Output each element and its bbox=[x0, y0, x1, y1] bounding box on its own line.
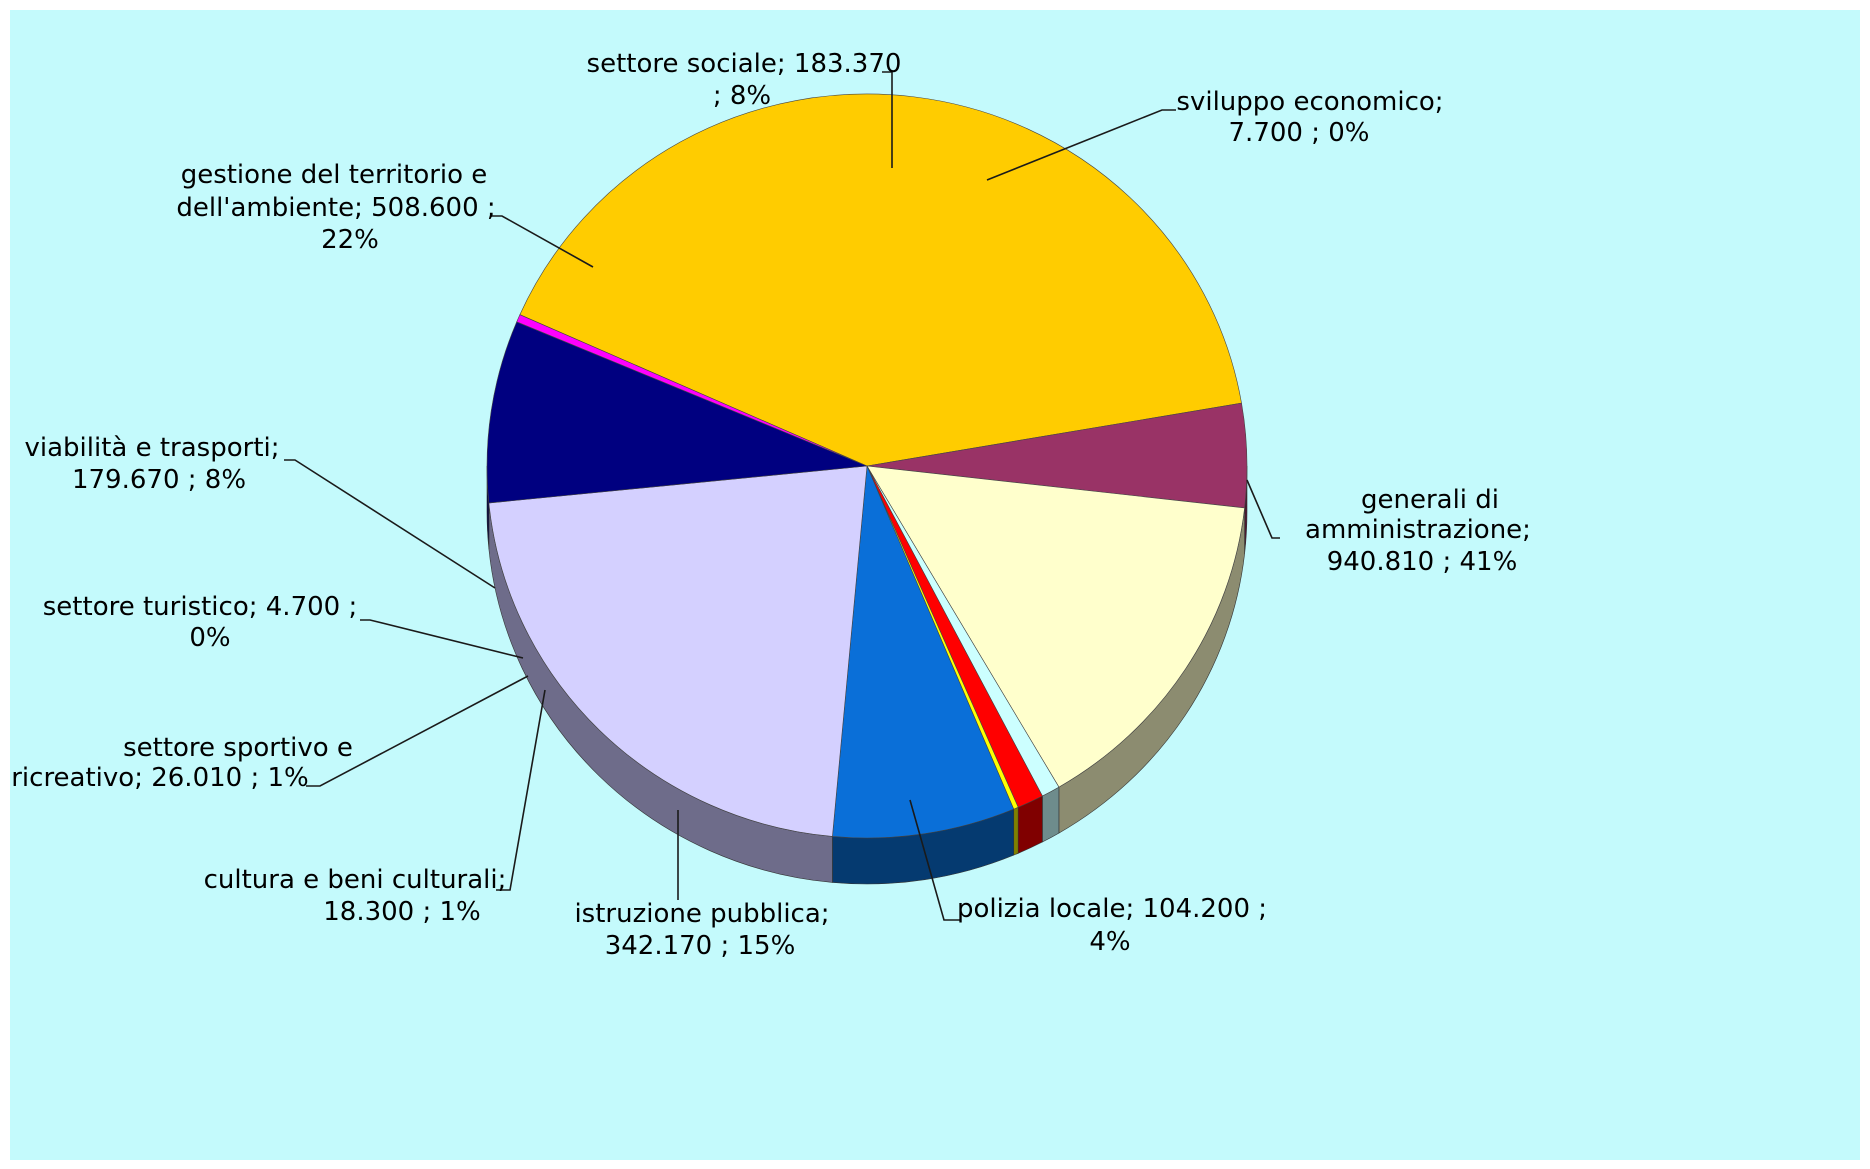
data-label-4-line-1: ricreativo; 26.010 ; 1% bbox=[11, 763, 309, 793]
data-label-5-line-1: 0% bbox=[189, 623, 230, 653]
data-label-3-line-1: 18.300 ; 1% bbox=[323, 897, 481, 927]
leader-line-6 bbox=[284, 459, 496, 589]
pie-slice-8 bbox=[486, 321, 868, 504]
data-label-9-line-1: 7.700 ; 0% bbox=[1229, 118, 1370, 148]
data-label-7-line-1: dell'ambiente; 508.600 ; bbox=[176, 193, 495, 223]
pie-slice-2 bbox=[866, 465, 1245, 788]
data-label-0-line-0: generali di bbox=[1361, 485, 1499, 515]
data-label-7-line-0: gestione del territorio e bbox=[181, 160, 488, 190]
pie-slice-side-3 bbox=[1042, 786, 1060, 843]
leader-line-5 bbox=[360, 619, 524, 659]
pie-slice-7 bbox=[488, 465, 868, 837]
data-label-0-line-1: amministrazione; bbox=[1305, 515, 1531, 545]
leader-line-7 bbox=[490, 215, 594, 268]
pie-slice-side-5 bbox=[1013, 806, 1019, 856]
data-label-4-line-0: settore sportivo e bbox=[123, 733, 353, 763]
data-label-3-line-0: cultura e beni culturali; bbox=[204, 865, 507, 895]
chart-area: generali di amministrazione; 940.810 ; 41%… bbox=[10, 10, 1860, 1160]
leader-line-1 bbox=[909, 799, 960, 921]
pie-slice-9 bbox=[516, 314, 868, 467]
data-label-8-line-1: ; 8% bbox=[713, 81, 771, 111]
data-label-1-line-0: polizia locale; 104.200 ; bbox=[957, 894, 1267, 924]
data-label-9-line-0: sviluppo economico; bbox=[1176, 87, 1443, 117]
leader-line-4 bbox=[306, 675, 529, 787]
data-label-8-line-0: settore sociale; 183.370 bbox=[587, 49, 902, 79]
data-label-7-line-2: 22% bbox=[321, 225, 379, 255]
data-label-0-line-2: 940.810 ; 41% bbox=[1327, 547, 1518, 577]
data-label-6-line-1: 179.670 ; 8% bbox=[72, 465, 246, 495]
pie-slice-6 bbox=[832, 465, 1015, 839]
leader-line-3 bbox=[496, 689, 546, 891]
leader-line-9 bbox=[986, 109, 1176, 181]
pie-slice-0 bbox=[519, 93, 1242, 467]
leader-line-0 bbox=[1246, 479, 1280, 539]
data-label-1-line-1: 4% bbox=[1089, 927, 1130, 957]
leader-line-8 bbox=[882, 71, 893, 168]
data-label-6-line-0: viabilità e trasporti; bbox=[24, 433, 279, 463]
data-label-2-line-1: 342.170 ; 15% bbox=[605, 931, 796, 961]
data-label-5-line-0: settore turistico; 4.700 ; bbox=[43, 592, 357, 622]
data-label-2-line-0: istruzione pubblica; bbox=[574, 899, 829, 929]
